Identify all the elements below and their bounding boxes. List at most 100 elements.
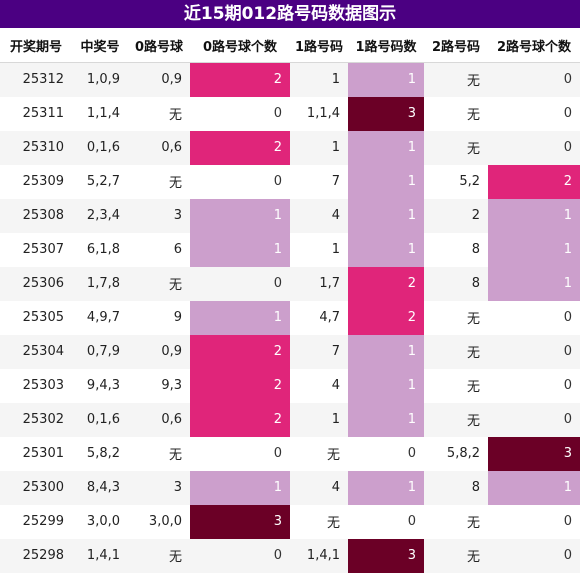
table-cell: 无	[290, 436, 348, 471]
table-cell: 25310	[0, 130, 72, 165]
column-header-0: 开奖期号	[0, 28, 72, 63]
table-cell: 7	[290, 164, 348, 199]
table-cell: 6	[128, 232, 190, 267]
table-cell: 1	[290, 402, 348, 437]
table-row: 25307 6,1,8 6 1 1 1 8 1	[0, 232, 580, 267]
count-cell: 1	[348, 402, 424, 437]
table-row: 25311 1,1,4 无 0 1,1,4 3 无 0	[0, 96, 580, 131]
table-cell: 无	[424, 402, 488, 437]
count-cell: 1	[348, 198, 424, 233]
table-row: 25305 4,9,7 9 1 4,7 2 无 0	[0, 300, 580, 335]
count-cell: 2	[190, 62, 290, 97]
count-cell: 2	[348, 300, 424, 335]
header-row: 开奖期号 中奖号 0路号球 0路号球个数 1路号码 1路号码数 2路号码 2路号球个数	[0, 28, 580, 63]
count-cell: 1	[488, 470, 580, 505]
count-cell: 1	[190, 470, 290, 505]
table-row: 25300 8,4,3 3 1 4 1 8 1	[0, 470, 580, 505]
count-cell: 1	[488, 232, 580, 267]
count-cell: 0	[190, 538, 290, 573]
table-cell: 无	[290, 504, 348, 539]
table-cell: 25312	[0, 62, 72, 97]
data-table: 开奖期号 中奖号 0路号球 0路号球个数 1路号码 1路号码数 2路号码 2路号球个数 253…	[0, 28, 580, 573]
table-cell: 无	[424, 334, 488, 369]
table-cell: 1	[290, 232, 348, 267]
table-cell: 无	[128, 266, 190, 301]
table-cell: 2,3,4	[72, 198, 128, 233]
table-cell: 5,8,2	[72, 436, 128, 471]
table-cell: 1	[290, 62, 348, 97]
count-cell: 0	[488, 538, 580, 573]
table-cell: 25309	[0, 164, 72, 199]
count-cell: 1	[348, 334, 424, 369]
count-cell: 0	[488, 402, 580, 437]
table-cell: 0,7,9	[72, 334, 128, 369]
table-row: 25301 5,8,2 无 0 无 0 5,8,2 3	[0, 436, 580, 471]
count-cell: 0	[488, 368, 580, 403]
count-cell: 0	[488, 96, 580, 131]
table-cell: 4	[290, 198, 348, 233]
count-cell: 1	[488, 266, 580, 301]
table-cell: 无	[128, 96, 190, 131]
column-header-5: 1路号码数	[348, 28, 424, 63]
column-header-6: 2路号码	[424, 28, 488, 63]
table-cell: 6,1,8	[72, 232, 128, 267]
count-cell: 1	[190, 232, 290, 267]
table-row: 25303 9,4,3 9,3 2 4 1 无 0	[0, 368, 580, 403]
count-cell: 3	[348, 538, 424, 573]
count-cell: 0	[488, 62, 580, 97]
table-row: 25298 1,4,1 无 0 1,4,1 3 无 0	[0, 538, 580, 573]
count-cell: 0	[190, 164, 290, 199]
table-cell: 1,1,4	[72, 96, 128, 131]
table-cell: 25300	[0, 470, 72, 505]
table-cell: 25308	[0, 198, 72, 233]
table-cell: 无	[128, 538, 190, 573]
count-cell: 1	[348, 368, 424, 403]
table-cell: 2	[424, 198, 488, 233]
table-cell: 25306	[0, 266, 72, 301]
table-row: 25310 0,1,6 0,6 2 1 1 无 0	[0, 130, 580, 165]
table-cell: 1	[290, 130, 348, 165]
column-header-1: 中奖号	[72, 28, 128, 63]
table-cell: 1,4,1	[72, 538, 128, 573]
count-cell: 1	[488, 198, 580, 233]
table-cell: 7	[290, 334, 348, 369]
table-cell: 8	[424, 470, 488, 505]
table-row: 25309 5,2,7 无 0 7 1 5,2 2	[0, 164, 580, 199]
chart-title: 近15期012路号码数据图示	[0, 0, 580, 28]
table-cell: 9	[128, 300, 190, 335]
table-cell: 无	[424, 300, 488, 335]
count-cell: 0	[190, 96, 290, 131]
table-cell: 0,1,6	[72, 402, 128, 437]
count-cell: 0	[488, 130, 580, 165]
table-cell: 0,1,6	[72, 130, 128, 165]
table-cell: 3,0,0	[72, 504, 128, 539]
table-cell: 无	[424, 538, 488, 573]
count-cell: 2	[348, 266, 424, 301]
table-cell: 8	[424, 232, 488, 267]
count-cell: 1	[348, 164, 424, 199]
table-cell: 4,7	[290, 300, 348, 335]
count-cell: 1	[190, 300, 290, 335]
count-cell: 0	[488, 504, 580, 539]
table-row: 25302 0,1,6 0,6 2 1 1 无 0	[0, 402, 580, 437]
count-cell: 2	[488, 164, 580, 199]
count-cell: 1	[348, 470, 424, 505]
table-cell: 0,9	[128, 62, 190, 97]
table-cell: 25305	[0, 300, 72, 335]
table-cell: 1,0,9	[72, 62, 128, 97]
table-row: 25312 1,0,9 0,9 2 1 1 无 0	[0, 62, 580, 97]
column-header-4: 1路号码	[290, 28, 348, 63]
count-cell: 3	[488, 436, 580, 471]
table-cell: 4	[290, 368, 348, 403]
count-cell: 0	[348, 436, 424, 471]
table-cell: 无	[424, 96, 488, 131]
count-cell: 2	[190, 368, 290, 403]
table-cell: 3	[128, 470, 190, 505]
table-cell: 1,7	[290, 266, 348, 301]
table-cell: 25307	[0, 232, 72, 267]
count-cell: 0	[488, 334, 580, 369]
count-cell: 0	[190, 266, 290, 301]
table-row: 25308 2,3,4 3 1 4 1 2 1	[0, 198, 580, 233]
table-cell: 3,0,0	[128, 504, 190, 539]
column-header-7: 2路号球个数	[488, 28, 580, 63]
